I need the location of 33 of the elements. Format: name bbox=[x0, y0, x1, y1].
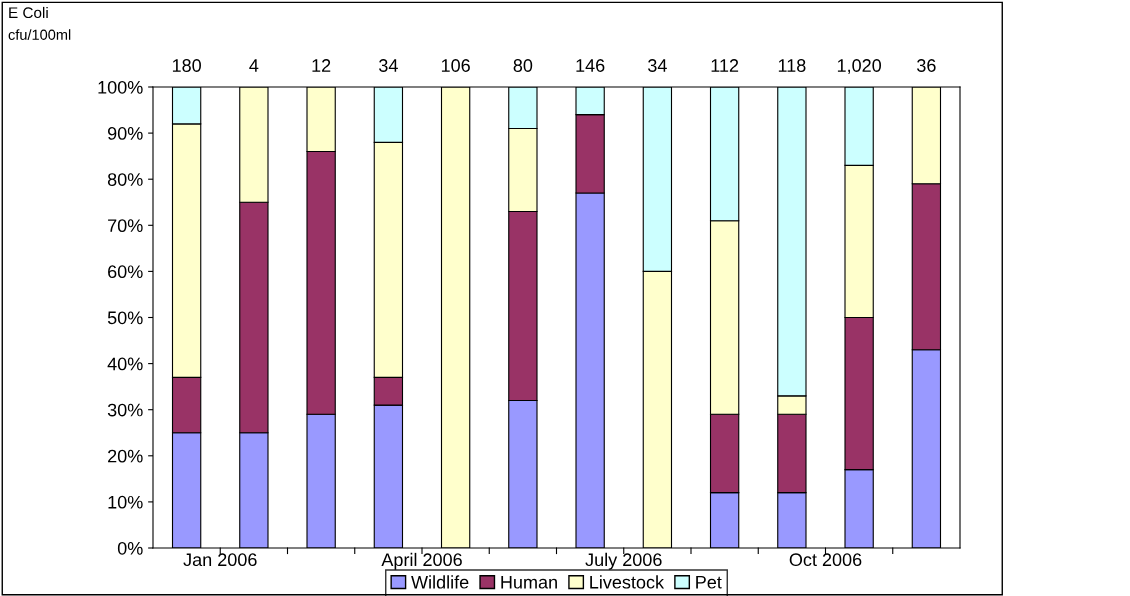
y-tick-label: 30% bbox=[107, 403, 143, 417]
text: 106 bbox=[441, 59, 470, 72]
legend-label: Wildlife bbox=[411, 575, 469, 589]
text: 12 bbox=[312, 59, 331, 72]
text: 36 bbox=[917, 59, 936, 72]
text: 34 bbox=[379, 59, 398, 72]
text: 146 bbox=[576, 59, 605, 72]
y-tick-label: 100% bbox=[98, 80, 143, 94]
text: 80 bbox=[513, 59, 533, 72]
x-tick-label: April 2006 bbox=[381, 552, 462, 570]
legend-label: Pet bbox=[696, 576, 722, 589]
y-tick-label: 50% bbox=[107, 311, 143, 325]
text: E Coli bbox=[9, 6, 48, 19]
legend-label: Livestock bbox=[590, 575, 665, 589]
text: 4 bbox=[249, 59, 259, 72]
text: 1,020 bbox=[837, 59, 882, 75]
x-tick-label: Jan 2006 bbox=[183, 553, 257, 567]
y-tick-label: 60% bbox=[108, 265, 143, 279]
text: cfu/100ml bbox=[8, 29, 71, 40]
y-tick-label: 90% bbox=[107, 127, 143, 140]
text: 180 bbox=[172, 59, 201, 72]
text: 112 bbox=[711, 59, 739, 72]
x-tick-label: Oct 2006 bbox=[789, 553, 862, 567]
y-tick-label: 40% bbox=[107, 357, 143, 371]
y-tick-label: 0% bbox=[117, 541, 143, 555]
y-tick-label: 20% bbox=[108, 449, 143, 463]
y-tick-label: 70% bbox=[108, 219, 143, 233]
x-tick-label: July 2006 bbox=[585, 552, 662, 570]
text: 34 bbox=[648, 59, 667, 72]
y-tick-label: 80% bbox=[107, 173, 143, 186]
text: 118 bbox=[778, 59, 806, 72]
legend-label: Human bbox=[501, 576, 557, 589]
y-tick-label: 10% bbox=[108, 495, 143, 509]
